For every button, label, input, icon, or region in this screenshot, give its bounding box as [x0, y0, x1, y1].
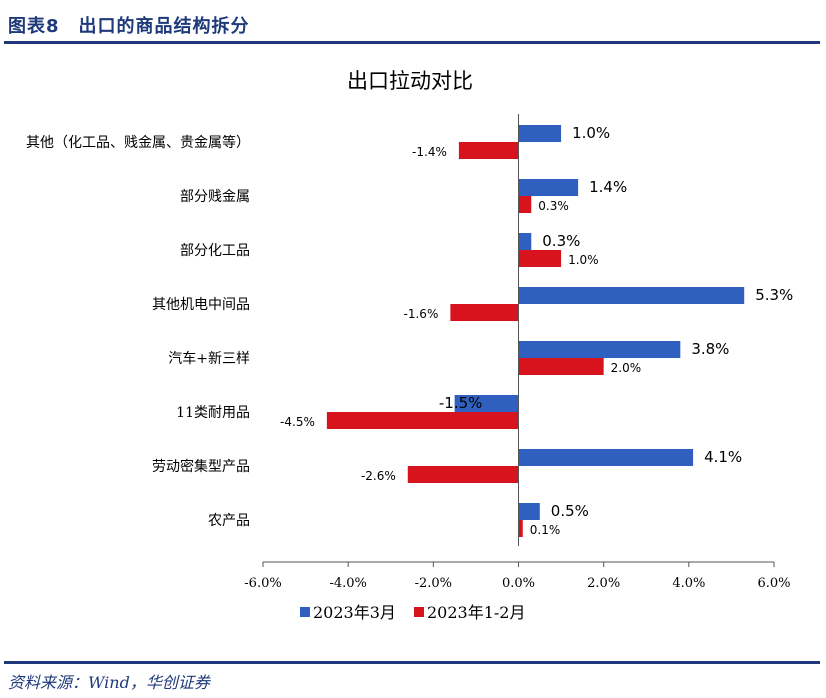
category-label: 农产品 — [208, 513, 250, 529]
bar-mar-2023 — [518, 449, 694, 466]
bar-chart: 出口拉动对比 其他（化工品、贱金属、贵金属等） 1.0% -1.4% 部分贱金属 1.4… — [26, 69, 793, 622]
x-tick-label: 2.0% — [587, 576, 620, 591]
data-label: -4.5% — [280, 415, 315, 429]
legend-label: 2023年3月 — [313, 603, 396, 622]
legend-label: 2023年1-2月 — [427, 603, 526, 622]
bar-janfeb-2023 — [518, 520, 523, 537]
bottom-divider — [4, 661, 820, 664]
bars-group: 其他（化工品、贱金属、贵金属等） 1.0% -1.4% 部分贱金属 1.4% 0.3% 部分… — [26, 124, 793, 537]
data-label: 5.3% — [755, 286, 793, 304]
data-label: 1.0% — [568, 253, 599, 267]
category-label: 其他（化工品、贱金属、贵金属等） — [26, 134, 250, 151]
bar-mar-2023 — [454, 395, 519, 412]
data-label: -2.6% — [361, 469, 396, 483]
data-label: 3.8% — [691, 340, 729, 358]
top-divider — [4, 41, 820, 44]
source-note: 资料来源：Wind，华创证券 — [8, 673, 210, 692]
bar-janfeb-2023 — [518, 196, 532, 213]
bar-janfeb-2023 — [458, 142, 519, 159]
data-label: -1.4% — [412, 145, 447, 159]
x-tick-label: 6.0% — [757, 576, 790, 591]
data-label: 0.5% — [551, 502, 589, 520]
data-label: -1.6% — [404, 307, 439, 321]
category-label: 部分化工品 — [180, 243, 250, 259]
bar-mar-2023 — [518, 125, 562, 142]
bar-janfeb-2023 — [518, 358, 604, 375]
data-label: -1.5% — [439, 394, 483, 412]
legend: 2023年3月 2023年1-2月 — [300, 603, 526, 622]
category-label: 汽车+新三样 — [168, 350, 250, 367]
category-label: 11类耐用品 — [176, 405, 250, 421]
bar-mar-2023 — [518, 341, 681, 358]
data-label: 0.3% — [538, 199, 569, 213]
data-label: 2.0% — [611, 361, 642, 375]
chart-title: 出口拉动对比 — [347, 69, 473, 93]
bar-mar-2023 — [518, 179, 579, 196]
data-label: 4.1% — [704, 448, 742, 466]
figure-title: 图表8 出口的商品结构拆分 — [8, 16, 250, 37]
data-label: 1.0% — [572, 124, 610, 142]
x-tick-label: -6.0% — [244, 576, 281, 591]
category-label: 部分贱金属 — [180, 189, 250, 205]
bar-mar-2023 — [518, 503, 540, 520]
x-tick-label: -2.0% — [415, 576, 452, 591]
x-tick-label: 0.0% — [502, 576, 535, 591]
bar-janfeb-2023 — [407, 466, 519, 483]
legend-swatch — [300, 607, 310, 617]
bar-janfeb-2023 — [518, 250, 562, 267]
bar-mar-2023 — [518, 287, 745, 304]
data-label: 1.4% — [589, 178, 627, 196]
x-axis: -6.0% -4.0% -2.0% 0.0% 2.0% 4.0% 6.0% — [244, 114, 791, 591]
data-label: 0.1% — [530, 523, 561, 537]
data-label: 0.3% — [542, 232, 580, 250]
legend-swatch — [414, 607, 424, 617]
bar-mar-2023 — [518, 233, 532, 250]
category-label: 其他机电中间品 — [152, 297, 250, 313]
x-tick-label: 4.0% — [672, 576, 705, 591]
bar-janfeb-2023 — [326, 412, 519, 429]
x-tick-label: -4.0% — [329, 576, 366, 591]
category-label: 劳动密集型产品 — [152, 458, 250, 475]
bar-janfeb-2023 — [450, 304, 519, 321]
